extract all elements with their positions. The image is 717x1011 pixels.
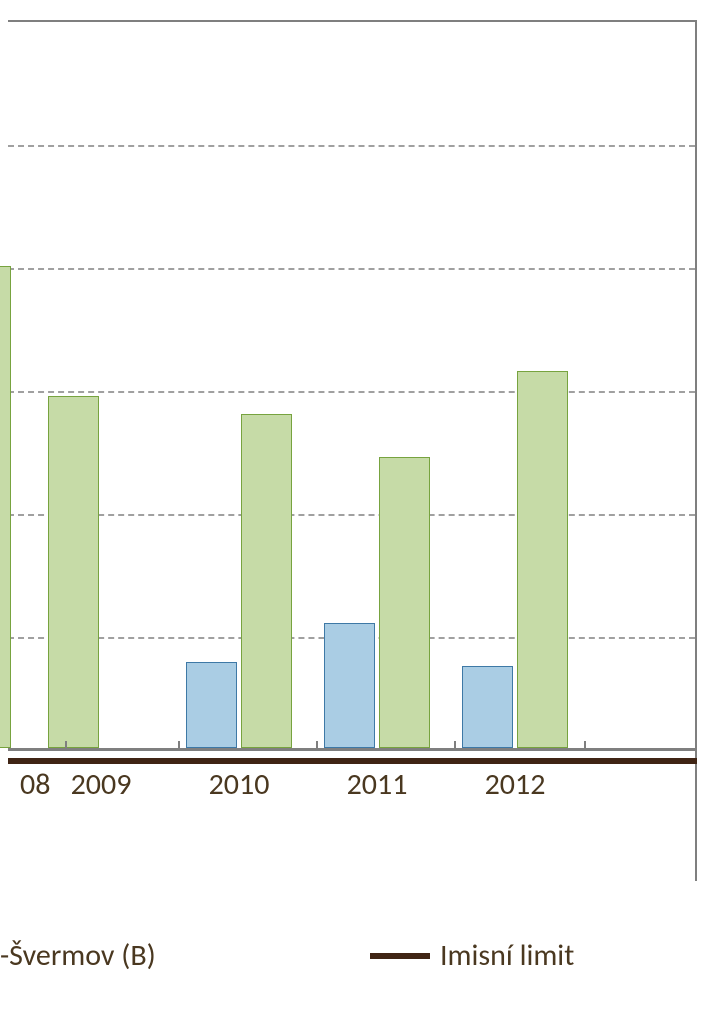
bar-blue	[186, 662, 237, 748]
legend-item-limit: Imisní limit	[370, 937, 574, 974]
x-axis-label: 2011	[347, 766, 408, 803]
bar-green	[379, 457, 430, 749]
bar-blue	[324, 623, 375, 748]
bar-group	[462, 371, 568, 749]
bar-green	[0, 266, 11, 748]
bar-green	[517, 371, 568, 749]
legend-row: -Švermov (B) Imisní limit	[0, 937, 717, 981]
x-axis-label: 2012	[485, 766, 546, 803]
limit-line	[8, 758, 697, 764]
legend-line-limit	[370, 953, 430, 959]
bars-layer	[8, 20, 697, 881]
legend-item-svermov: -Švermov (B)	[0, 937, 156, 974]
legend-label-svermov: -Švermov (B)	[0, 937, 156, 974]
bar-green	[48, 396, 99, 748]
legend-label-limit: Imisní limit	[440, 937, 574, 974]
bar-group	[186, 414, 292, 749]
bar-group	[48, 396, 99, 748]
bar-group	[324, 457, 430, 749]
x-axis-label: 2009	[71, 766, 132, 803]
bar-group	[0, 266, 11, 748]
x-axis-label: 08	[20, 766, 50, 803]
x-axis-line	[8, 748, 697, 751]
bar-green	[241, 414, 292, 749]
chart-container: 08 2009 2010 2011 2012 -Švermov (B) Imisní l…	[0, 0, 717, 1011]
x-axis-label: 2010	[209, 766, 270, 803]
bar-blue	[462, 666, 513, 748]
